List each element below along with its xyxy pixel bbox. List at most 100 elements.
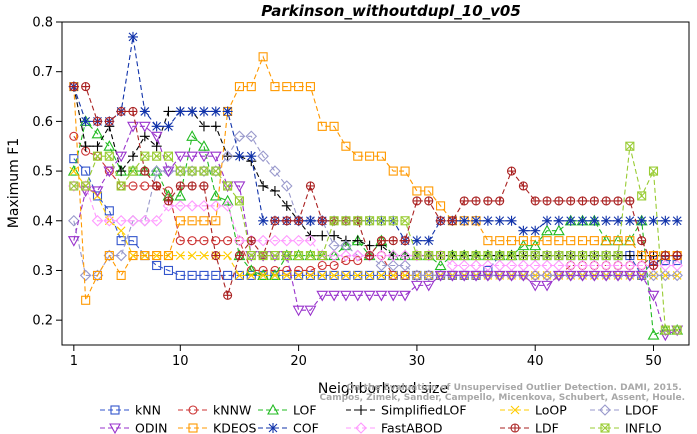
data-point	[317, 216, 327, 226]
data-point	[543, 196, 552, 205]
data-point	[661, 251, 670, 260]
data-point	[270, 216, 280, 226]
data-point	[163, 251, 174, 261]
data-point	[234, 196, 245, 206]
data-point	[103, 249, 116, 262]
data-point	[352, 235, 363, 246]
data-point	[152, 181, 161, 190]
data-point	[411, 249, 423, 262]
data-point	[529, 280, 542, 292]
data-point	[483, 196, 493, 206]
data-point	[436, 216, 446, 226]
data-point	[625, 141, 635, 151]
legend-label: INFLO	[625, 421, 662, 434]
data-point	[223, 181, 233, 191]
data-point	[577, 251, 588, 261]
data-point	[282, 82, 292, 92]
data-point	[294, 82, 304, 92]
data-point	[459, 215, 470, 226]
data-point	[163, 186, 174, 196]
data-point	[401, 236, 410, 245]
data-point	[246, 251, 256, 260]
data-point	[601, 251, 611, 260]
data-point	[175, 106, 186, 117]
data-point	[660, 251, 670, 261]
data-point	[388, 216, 398, 226]
data-point	[269, 234, 281, 247]
data-point	[110, 405, 120, 415]
data-point	[329, 271, 339, 280]
data-point	[576, 259, 589, 272]
data-point	[400, 216, 410, 226]
data-point	[282, 251, 292, 260]
legend-label: LoOP	[535, 403, 567, 418]
data-point	[471, 196, 481, 206]
data-point	[353, 216, 363, 226]
data-point	[318, 216, 327, 225]
data-point	[211, 251, 221, 261]
y-tick-label: 0.5	[32, 165, 53, 180]
data-point	[483, 196, 492, 205]
data-point	[116, 181, 126, 191]
data-point	[446, 270, 459, 282]
data-point	[163, 196, 174, 206]
data-point	[624, 259, 636, 272]
data-point	[458, 259, 471, 272]
data-point	[294, 265, 304, 276]
series-odin	[67, 121, 684, 342]
data-point	[495, 251, 505, 261]
data-point	[506, 236, 517, 246]
data-point	[175, 216, 185, 226]
data-point	[81, 295, 91, 305]
data-point	[115, 214, 127, 227]
data-point	[176, 181, 185, 190]
data-point	[187, 181, 197, 191]
data-point	[235, 271, 244, 280]
data-point	[659, 330, 672, 342]
data-point	[234, 251, 245, 261]
data-point	[138, 121, 151, 133]
data-point	[566, 251, 576, 260]
data-point	[199, 166, 209, 176]
data-point	[270, 216, 279, 225]
data-point	[365, 151, 375, 161]
data-point	[174, 189, 187, 201]
data-point	[660, 325, 670, 335]
data-point	[92, 270, 103, 280]
data-point	[530, 251, 540, 261]
data-point	[116, 270, 126, 280]
data-point	[459, 251, 469, 261]
data-point	[660, 215, 671, 226]
data-point	[210, 121, 221, 132]
data-point	[127, 151, 138, 162]
data-point	[341, 255, 351, 266]
data-point	[270, 251, 280, 261]
data-point	[91, 127, 104, 139]
data-point	[128, 166, 138, 176]
data-point	[210, 165, 222, 177]
data-point	[80, 116, 91, 127]
data-point	[188, 181, 197, 190]
legend-item-inflo: INFLO	[590, 421, 662, 434]
data-point	[519, 181, 528, 190]
data-point	[267, 403, 279, 415]
data-point	[280, 180, 293, 192]
legend-item-ldof: LDOF	[590, 403, 659, 418]
data-point	[211, 236, 221, 246]
data-point	[294, 270, 304, 280]
data-point	[270, 82, 280, 92]
data-point	[577, 215, 588, 226]
data-point	[175, 236, 185, 246]
data-point	[424, 196, 433, 205]
data-point	[400, 166, 410, 176]
data-point	[162, 166, 175, 178]
data-point	[518, 251, 528, 261]
data-point	[233, 130, 246, 143]
data-point	[506, 215, 517, 226]
data-point	[553, 215, 564, 226]
data-point	[637, 251, 647, 261]
data-point	[116, 166, 127, 177]
data-point	[127, 121, 139, 133]
data-point	[109, 423, 121, 434]
data-point	[483, 236, 493, 246]
